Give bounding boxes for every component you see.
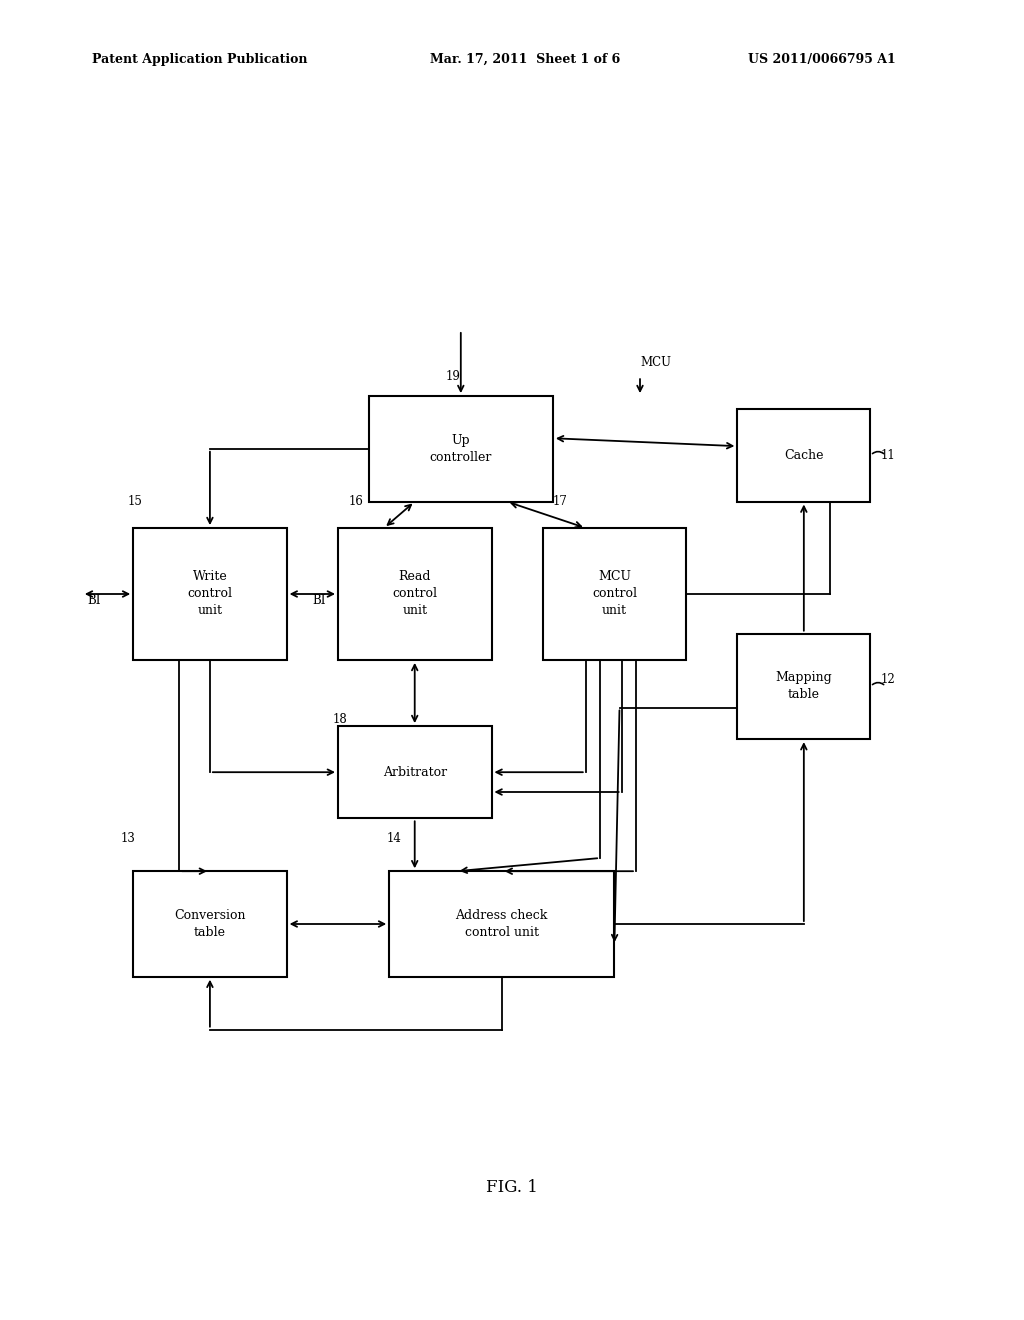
Text: 15: 15 — [128, 495, 143, 508]
Text: Mapping
table: Mapping table — [775, 672, 833, 701]
Text: MCU
control
unit: MCU control unit — [592, 570, 637, 618]
Text: 11: 11 — [881, 449, 895, 462]
Text: 17: 17 — [553, 495, 568, 508]
Text: Arbitrator: Arbitrator — [383, 766, 446, 779]
Text: US 2011/0066795 A1: US 2011/0066795 A1 — [748, 53, 895, 66]
Text: Address check
control unit: Address check control unit — [456, 909, 548, 939]
Text: 16: 16 — [348, 495, 364, 508]
FancyBboxPatch shape — [338, 726, 492, 818]
Text: 18: 18 — [333, 713, 347, 726]
Text: Patent Application Publication: Patent Application Publication — [92, 53, 307, 66]
FancyBboxPatch shape — [133, 871, 287, 977]
Text: 12: 12 — [881, 673, 895, 686]
Text: Up
controller: Up controller — [430, 434, 492, 463]
Text: BI: BI — [87, 594, 100, 607]
FancyBboxPatch shape — [737, 634, 870, 739]
Text: Read
control
unit: Read control unit — [392, 570, 437, 618]
FancyBboxPatch shape — [543, 528, 686, 660]
Text: BI: BI — [312, 594, 326, 607]
FancyBboxPatch shape — [737, 409, 870, 502]
Text: 13: 13 — [121, 832, 136, 845]
Text: Mar. 17, 2011  Sheet 1 of 6: Mar. 17, 2011 Sheet 1 of 6 — [430, 53, 621, 66]
Text: 19: 19 — [445, 370, 461, 383]
FancyBboxPatch shape — [369, 396, 553, 502]
Text: FIG. 1: FIG. 1 — [486, 1180, 538, 1196]
FancyBboxPatch shape — [133, 528, 287, 660]
Text: 14: 14 — [387, 832, 402, 845]
Text: Write
control
unit: Write control unit — [187, 570, 232, 618]
FancyBboxPatch shape — [389, 871, 614, 977]
Text: MCU: MCU — [640, 356, 671, 370]
Text: Conversion
table: Conversion table — [174, 909, 246, 939]
FancyBboxPatch shape — [338, 528, 492, 660]
Text: Cache: Cache — [784, 449, 823, 462]
